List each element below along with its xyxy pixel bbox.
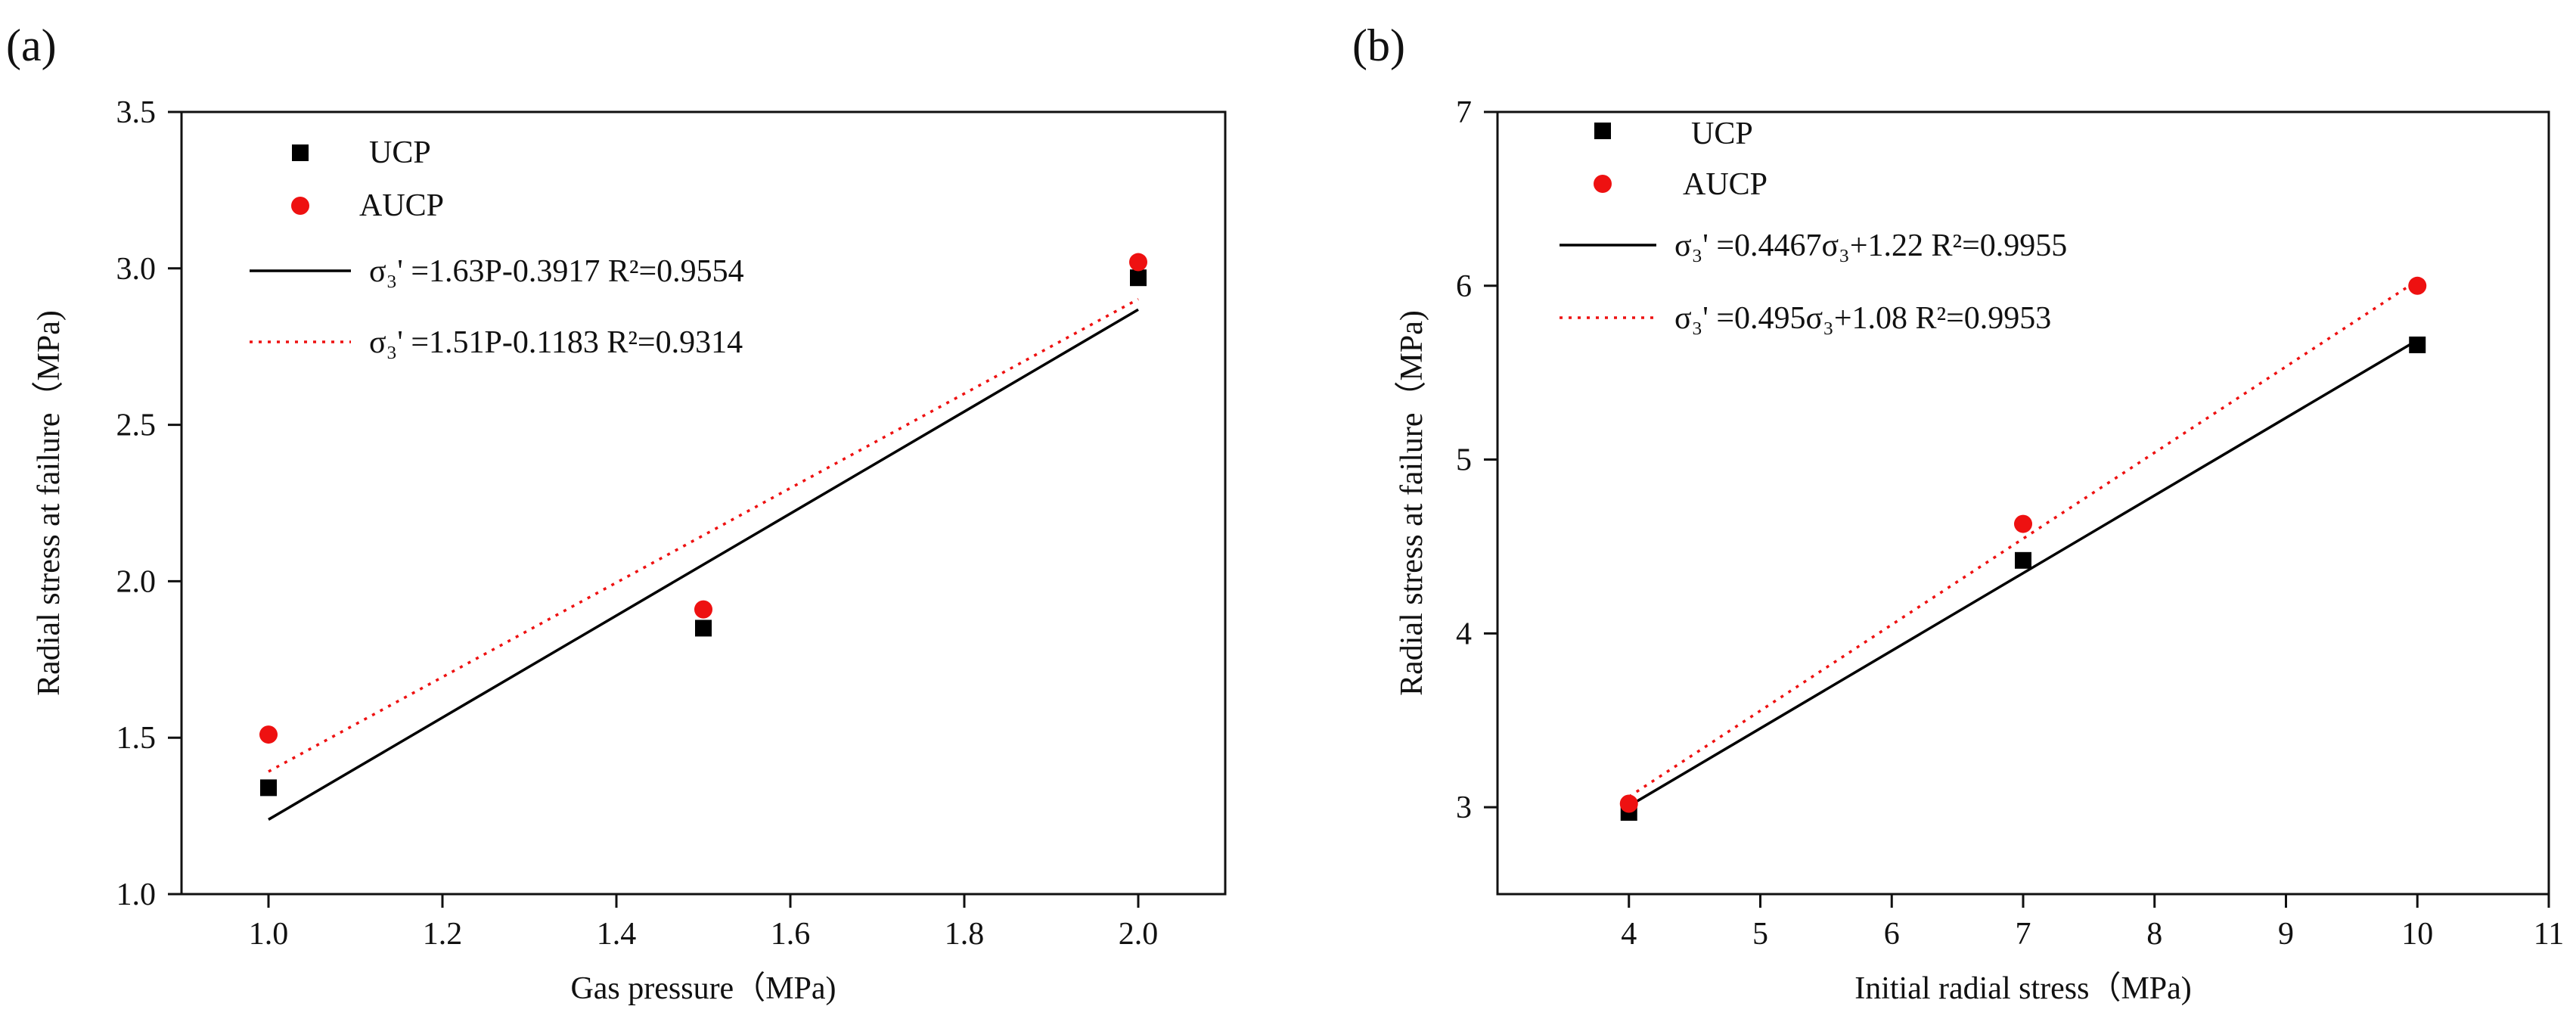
x-tick-label: 7 <box>2016 917 2031 952</box>
data-point-ucp <box>260 779 277 797</box>
chart-b: (b) 4 5 6 7 8 9 10 11 3 4 5 6 7 Initial radial stre… <box>1352 20 2564 1006</box>
x-tick-label: 1.4 <box>597 917 637 952</box>
fit-line-ucp-b <box>1628 339 2419 808</box>
legend-label-aucp-a: AUCP <box>359 188 444 223</box>
x-tick-label: 10 <box>2401 917 2433 952</box>
legend-label-ucp-fit-a: σ₃' =1.63P-0.3917 R²=0.9554 <box>369 254 744 289</box>
x-axis-label-a: Gas pressure（MPa) <box>570 971 836 1006</box>
chart-a: (a) 1.0 1.2 1.4 1.6 1.8 2.0 1.0 1.5 2.0 2.5 3.0 3.… <box>6 20 1227 1006</box>
x-tick-label: 1.8 <box>945 917 985 952</box>
legend-a: UCP AUCP σ₃' =1.63P-0.3917 R²=0.9554 σ₃'… <box>250 135 744 360</box>
series-ucp-b <box>1620 336 2426 821</box>
legend-marker-aucp-b <box>1594 175 1612 193</box>
data-point-ucp <box>2015 551 2031 569</box>
x-tick-label: 1.0 <box>249 917 289 952</box>
series-aucp-a <box>259 253 1147 744</box>
data-point-aucp <box>259 725 278 744</box>
y-tick-label: 2.5 <box>116 408 157 443</box>
x-tick-label: 4 <box>1621 917 1637 952</box>
legend-label-aucp-b: AUCP <box>1683 167 1768 202</box>
y-tick-label: 3.5 <box>116 95 157 130</box>
y-tick-label: 2.0 <box>116 564 157 599</box>
legend-label-aucp-fit-b: σ₃' =0.495σ₃+1.08 R²=0.9953 <box>1674 301 2051 336</box>
y-ticks-b: 3 4 5 6 7 <box>1456 95 1497 825</box>
data-point-ucp <box>1130 269 1147 287</box>
legend-marker-aucp-a <box>291 197 309 215</box>
x-tick-label: 1.6 <box>771 917 811 952</box>
x-ticks-a: 1.0 1.2 1.4 1.6 1.8 2.0 <box>249 894 1159 952</box>
y-tick-label: 3.0 <box>116 252 157 287</box>
x-tick-label: 8 <box>2146 917 2162 952</box>
legend-marker-ucp-a <box>292 144 309 161</box>
fit-line-aucp-a <box>268 297 1139 773</box>
legend-label-ucp-a: UCP <box>369 135 431 170</box>
legend-marker-ucp-b <box>1594 123 1611 139</box>
x-tick-label: 2.0 <box>1119 917 1159 952</box>
plot-frame-a <box>180 110 1227 896</box>
data-point-ucp <box>2409 336 2426 353</box>
x-tick-label: 6 <box>1884 917 1900 952</box>
data-point-aucp <box>2014 514 2032 533</box>
y-tick-label: 6 <box>1456 269 1472 304</box>
data-point-aucp <box>1129 253 1147 272</box>
legend-label-ucp-fit-b: σ₃' =0.4467σ₃+1.22 R²=0.9955 <box>1674 228 2067 263</box>
data-point-aucp <box>2408 276 2427 295</box>
x-tick-label: 5 <box>1752 917 1768 952</box>
fit-line-ucp-a <box>268 308 1139 821</box>
y-tick-label: 3 <box>1456 790 1472 825</box>
legend-b: UCP AUCP σ₃' =0.4467σ₃+1.22 R²=0.9955 σ₃… <box>1560 116 2067 336</box>
series-ucp-a <box>260 269 1147 797</box>
x-ticks-b: 4 5 6 7 8 9 10 11 <box>1621 894 2564 952</box>
y-axis-label-a: Radial stress at failure（MPa) <box>32 310 67 696</box>
data-point-aucp <box>1619 794 1638 813</box>
y-tick-label: 7 <box>1456 95 1472 130</box>
panel-label-a: (a) <box>6 20 57 70</box>
panel-label-b: (b) <box>1352 20 1405 70</box>
data-point-aucp <box>694 600 712 619</box>
y-ticks-a: 1.0 1.5 2.0 2.5 3.0 3.5 <box>116 95 182 912</box>
y-tick-label: 1.5 <box>116 721 157 756</box>
series-aucp-b <box>1619 276 2427 813</box>
x-tick-label: 9 <box>2278 917 2294 952</box>
x-tick-label: 11 <box>2534 917 2564 952</box>
data-point-ucp <box>695 620 712 637</box>
x-tick-label: 1.2 <box>423 917 463 952</box>
legend-label-aucp-fit-a: σ₃' =1.51P-0.1183 R²=0.9314 <box>369 325 743 360</box>
x-axis-label-b: Initial radial stress（MPa) <box>1854 971 2192 1006</box>
y-axis-label-b: Radial stress at failure（MPa) <box>1395 310 1429 696</box>
y-tick-label: 4 <box>1456 616 1472 651</box>
legend-label-ucp-b: UCP <box>1691 116 1753 151</box>
y-tick-label: 1.0 <box>116 877 157 912</box>
fit-line-aucp-b <box>1628 279 2419 798</box>
y-tick-label: 5 <box>1456 443 1472 478</box>
